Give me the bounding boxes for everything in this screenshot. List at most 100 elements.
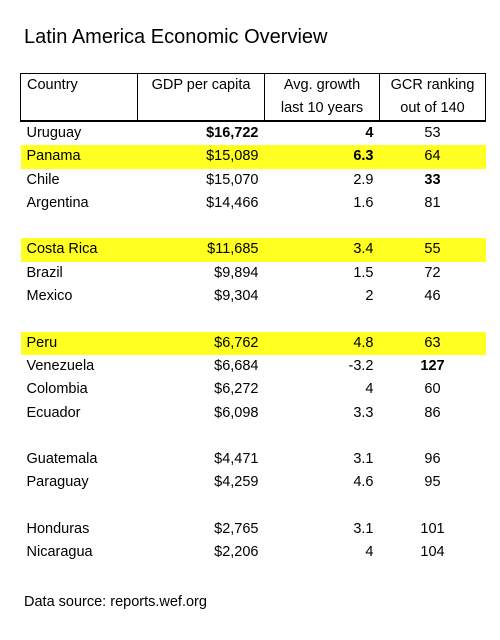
- cell-gdp: $9,894: [214, 264, 259, 281]
- spacer-cell: [21, 495, 138, 518]
- spacer-cell: [21, 425, 138, 448]
- header-gdp: GDP per capita: [137, 73, 265, 122]
- cell-growth: -3.2: [348, 357, 374, 374]
- cell-gdp: $6,684: [214, 357, 259, 374]
- cell-gcr: 104: [420, 544, 445, 561]
- cell-growth: 1.6: [353, 194, 374, 211]
- table-row: Argentina $14,466 1.6 81: [21, 192, 486, 215]
- cell-gdp: $16,722: [206, 125, 259, 141]
- spacer-cell: [138, 495, 265, 518]
- table-header-row: Country GDP per capita Avg. growth last …: [20, 73, 486, 122]
- cell-gdp: $4,471: [214, 451, 259, 468]
- cell-gcr: 60: [424, 381, 441, 398]
- table-row: Nicaragua $2,206 4 104: [21, 541, 486, 564]
- cell-country: Honduras: [26, 521, 90, 538]
- header-country: Country: [20, 73, 138, 122]
- cell-country: Paraguay: [26, 474, 89, 491]
- cell-gcr: 127: [420, 357, 445, 374]
- spacer-cell: [21, 308, 138, 331]
- cell-gdp: $2,765: [214, 521, 259, 538]
- cell-gdp: $4,259: [214, 474, 259, 491]
- table-row: Costa Rica $11,685 3.4 55: [20, 238, 486, 262]
- cell-growth: 4: [365, 381, 374, 398]
- header-growth-line1: Avg. growth: [283, 77, 361, 93]
- cell-gdp: $9,304: [214, 288, 259, 305]
- cell-gdp: $6,762: [137, 331, 265, 355]
- group-spacer-row: [21, 425, 486, 448]
- table-row: Colombia $6,272 4 60: [21, 378, 486, 401]
- cell-country: Ecuador: [26, 404, 81, 421]
- group-spacer-row: [21, 495, 486, 518]
- cell-country: Mexico: [26, 288, 73, 305]
- cell-country: Nicaragua: [26, 544, 93, 561]
- cell-gcr: 64: [379, 145, 486, 169]
- header-growth: Avg. growth last 10 years: [264, 73, 380, 122]
- cell-gdp: $14,466: [206, 194, 259, 211]
- header-country-label: Country: [27, 77, 78, 93]
- cell-country: Costa Rica: [20, 238, 138, 262]
- spacer-cell: [380, 215, 486, 238]
- cell-country: Panama: [20, 145, 138, 169]
- cell-country: Guatemala: [26, 451, 98, 468]
- table-row: Honduras $2,765 3.1 101: [21, 518, 486, 541]
- spacer-cell: [380, 495, 486, 518]
- cell-growth: 2: [365, 288, 374, 305]
- cell-growth: 3.3: [353, 404, 374, 421]
- table-row: Uruguay $16,722 4 53: [21, 121, 486, 145]
- spacer-cell: [380, 308, 486, 331]
- cell-growth: 4.8: [264, 331, 380, 355]
- cell-gcr: 96: [424, 451, 441, 468]
- header-gdp-label: GDP per capita: [151, 77, 251, 93]
- table-row: Guatemala $4,471 3.1 96: [21, 448, 486, 471]
- cell-country: Brazil: [26, 264, 63, 281]
- cell-growth: 4: [365, 125, 374, 141]
- spacer-cell: [380, 425, 486, 448]
- spacer-cell: [138, 308, 265, 331]
- cell-gcr: 101: [420, 521, 445, 538]
- cell-gcr: 53: [424, 125, 441, 141]
- spacer-cell: [265, 308, 380, 331]
- spacer-cell: [265, 425, 380, 448]
- cell-growth: 4: [365, 544, 374, 561]
- cell-growth: 3.1: [353, 451, 374, 468]
- cell-gcr: 33: [424, 171, 441, 188]
- table-row: Peru $6,762 4.8 63: [20, 331, 486, 355]
- cell-gcr: 81: [424, 194, 441, 211]
- cell-gcr: 63: [379, 331, 486, 355]
- spacer-cell: [21, 215, 138, 238]
- table-body: Uruguay $16,722 4 53 Panama $15,089 6.3 64 Chile…: [20, 121, 486, 565]
- cell-gdp: $15,089: [137, 145, 265, 169]
- data-source-note: Data source: reports.wef.org: [24, 594, 207, 610]
- spacer-cell: [138, 425, 265, 448]
- group-spacer-row: [21, 215, 486, 238]
- cell-growth: 2.9: [353, 171, 374, 188]
- cell-gdp: $15,070: [206, 171, 259, 188]
- cell-gcr: 86: [424, 404, 441, 421]
- cell-growth: 1.5: [353, 264, 374, 281]
- header-gcr-line1: GCR ranking: [390, 77, 475, 93]
- cell-country: Colombia: [26, 381, 88, 398]
- cell-country: Argentina: [26, 194, 89, 211]
- cell-growth: 6.3: [264, 145, 380, 169]
- table-row: Brazil $9,894 1.5 72: [21, 262, 486, 285]
- spacer-cell: [265, 495, 380, 518]
- table-row: Chile $15,070 2.9 33: [21, 169, 486, 192]
- table-row: Panama $15,089 6.3 64: [20, 145, 486, 169]
- cell-gdp: $2,206: [214, 544, 259, 561]
- cell-country: Chile: [26, 171, 60, 188]
- cell-gcr: 95: [424, 474, 441, 491]
- page-title: Latin America Economic Overview: [24, 26, 328, 48]
- header-gcr: GCR ranking out of 140: [379, 73, 486, 122]
- table-row: Mexico $9,304 2 46: [21, 285, 486, 308]
- cell-country: Venezuela: [26, 357, 95, 374]
- cell-gcr: 72: [424, 264, 441, 281]
- cell-gcr: 46: [424, 288, 441, 305]
- table-row: Paraguay $4,259 4.6 95: [21, 471, 486, 494]
- cell-growth: 3.4: [264, 238, 380, 262]
- cell-country: Uruguay: [26, 125, 82, 141]
- header-growth-line2: last 10 years: [280, 100, 364, 116]
- cell-country: Peru: [20, 331, 138, 355]
- table-row: Venezuela $6,684 -3.2 127: [21, 355, 486, 378]
- table-row: Ecuador $6,098 3.3 86: [21, 402, 486, 425]
- spacer-cell: [138, 215, 265, 238]
